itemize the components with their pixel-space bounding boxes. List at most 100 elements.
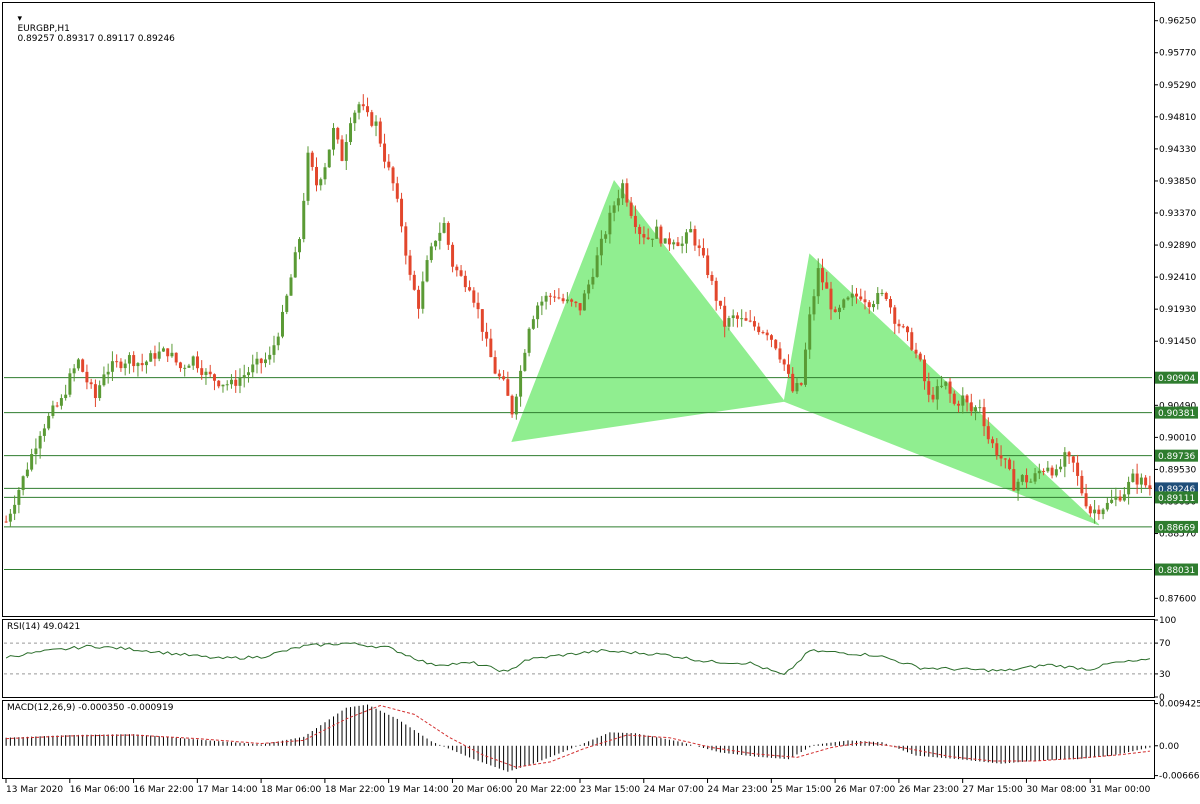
candle-body bbox=[174, 352, 178, 363]
candle-body bbox=[1020, 475, 1024, 482]
time-tick-label: 26 Mar 07:00 bbox=[835, 785, 895, 795]
candle-body bbox=[1071, 456, 1075, 463]
candle-body bbox=[553, 296, 557, 298]
candle-body bbox=[438, 232, 442, 241]
candle-body bbox=[480, 309, 484, 332]
candle-body bbox=[81, 359, 85, 372]
candle-body bbox=[578, 303, 582, 311]
macd-tick-label: 0.009425 bbox=[1159, 700, 1200, 710]
candle-body bbox=[1093, 509, 1097, 514]
candle-body bbox=[880, 292, 884, 294]
candle-body bbox=[599, 238, 603, 256]
time-tick-label: 18 Mar 22:00 bbox=[325, 785, 385, 795]
candle-body bbox=[833, 309, 837, 313]
candle-body bbox=[1054, 469, 1058, 476]
candle-body bbox=[485, 331, 489, 339]
candle-body bbox=[468, 287, 472, 291]
candle-body bbox=[1110, 499, 1114, 503]
candle-body bbox=[918, 353, 922, 360]
candle-body bbox=[867, 302, 871, 308]
candle-body bbox=[13, 504, 17, 514]
candle-body bbox=[803, 349, 807, 385]
candle-body bbox=[701, 247, 705, 256]
candle-body bbox=[25, 469, 29, 477]
candle-body bbox=[906, 326, 910, 333]
candle-body bbox=[391, 167, 395, 184]
harmonic-pattern bbox=[511, 179, 1100, 526]
candle-body bbox=[723, 305, 727, 327]
candle-body bbox=[195, 356, 199, 369]
candle-body bbox=[693, 229, 697, 246]
candle-body bbox=[863, 299, 867, 303]
price-tick-label: 0.93370 bbox=[1159, 209, 1196, 219]
candle-body bbox=[370, 112, 374, 126]
candle-body bbox=[642, 234, 646, 238]
candle-body bbox=[625, 183, 629, 203]
candle-body bbox=[276, 336, 280, 346]
candle-body bbox=[961, 395, 965, 406]
time-tick-label: 17 Mar 14:00 bbox=[197, 785, 257, 795]
ohlc-readout: 0.89257 0.89317 0.89117 0.89246 bbox=[17, 34, 175, 44]
candle-body bbox=[200, 368, 204, 375]
candle-body bbox=[855, 293, 858, 297]
candle-body bbox=[931, 394, 935, 400]
candle-body bbox=[229, 379, 233, 385]
chart-header: ▾ EURGBP,H1 0.89257 0.89317 0.89117 0.89… bbox=[6, 4, 175, 54]
candle-body bbox=[982, 407, 986, 427]
candle-body bbox=[629, 202, 633, 216]
level-label-text: 0.89111 bbox=[1158, 494, 1195, 504]
candle-body bbox=[281, 311, 284, 337]
candle-body bbox=[816, 268, 820, 297]
candle-body bbox=[30, 454, 34, 470]
candle-body bbox=[51, 405, 55, 416]
candle-body bbox=[340, 139, 344, 161]
candle-body bbox=[17, 490, 21, 505]
time-tick-label: 20 Mar 06:00 bbox=[452, 785, 512, 795]
candle-body bbox=[1084, 493, 1088, 507]
candle-body bbox=[412, 274, 416, 290]
candle-body bbox=[332, 127, 336, 150]
candle-body bbox=[157, 351, 161, 359]
time-tick-label: 25 Mar 15:00 bbox=[771, 785, 831, 795]
rsi-tick-label: 100 bbox=[1159, 616, 1176, 626]
candle-body bbox=[829, 288, 833, 310]
price-tick-label: 0.92410 bbox=[1159, 273, 1196, 283]
candle-body bbox=[98, 385, 102, 399]
candle-body bbox=[999, 455, 1003, 459]
candle-body bbox=[655, 226, 659, 239]
candle-body bbox=[136, 363, 140, 367]
macd-tick-label: -0.006662 bbox=[1159, 772, 1200, 782]
time-tick-label: 30 Mar 08:00 bbox=[1026, 785, 1086, 795]
candle-body bbox=[548, 295, 552, 297]
level-label-text: 0.88669 bbox=[1158, 523, 1195, 533]
candle-body bbox=[1033, 473, 1037, 482]
time-tick-label: 24 Mar 23:00 bbox=[708, 785, 768, 795]
chart-menu-icon[interactable]: ▾ bbox=[17, 14, 22, 24]
candle-body bbox=[676, 242, 680, 246]
price-tick-label: 0.89530 bbox=[1159, 465, 1196, 475]
candle-body bbox=[519, 370, 523, 397]
candle-body bbox=[604, 234, 608, 239]
macd-indicator bbox=[5, 704, 1151, 772]
candle-body bbox=[42, 428, 46, 436]
macd-signal-line bbox=[6, 704, 1150, 768]
candle-body bbox=[259, 358, 263, 364]
time-tick-label: 23 Mar 15:00 bbox=[580, 785, 640, 795]
candle-body bbox=[183, 367, 187, 369]
rsi-label: RSI(14) 49.0421 bbox=[7, 622, 81, 632]
candle-body bbox=[208, 371, 212, 375]
candle-body bbox=[1080, 475, 1084, 494]
price-tick-label: 0.90490 bbox=[1159, 401, 1196, 411]
candle-body bbox=[714, 280, 718, 301]
candle-body bbox=[315, 166, 318, 186]
candle-body bbox=[455, 266, 459, 271]
level-label-box bbox=[1155, 482, 1198, 495]
rsi-tick-label: 0 bbox=[1159, 693, 1165, 703]
candle-body bbox=[217, 380, 221, 387]
candle-body bbox=[119, 361, 123, 369]
candle-body bbox=[540, 301, 544, 306]
candle-body bbox=[255, 358, 259, 365]
candle-body bbox=[251, 364, 255, 373]
time-tick-label: 31 Mar 00:00 bbox=[1090, 785, 1150, 795]
